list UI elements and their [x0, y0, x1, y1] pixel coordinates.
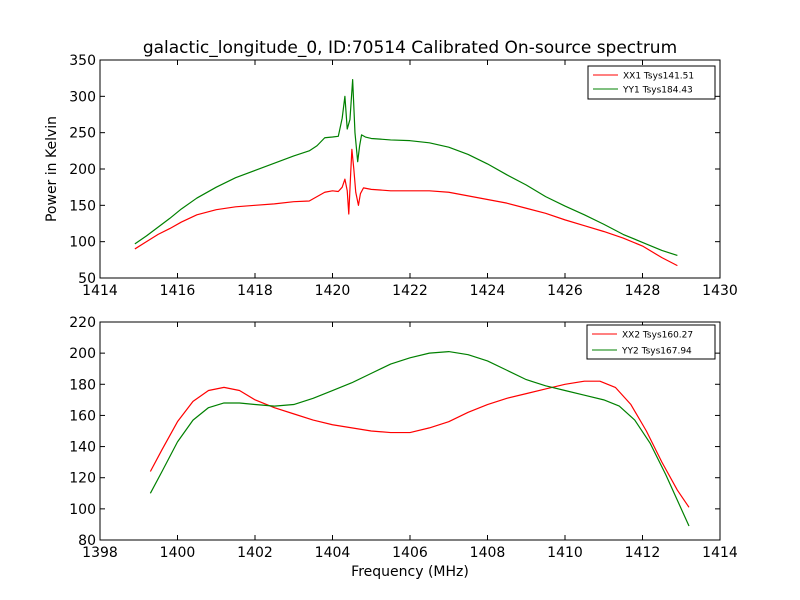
top-axes-frame	[99, 59, 721, 279]
x-tick-label: 1398	[82, 545, 118, 561]
y-tick-label: 50	[78, 271, 96, 287]
x-tick-label: 1422	[392, 283, 428, 299]
y-tick-label: 150	[69, 198, 96, 214]
x-tick-label: 1428	[625, 283, 661, 299]
x-axis-label: Frequency (MHz)	[351, 564, 469, 580]
bottom-axes-frame	[99, 321, 721, 541]
x-tick-label: 1400	[160, 545, 196, 561]
y-tick-label: 250	[69, 126, 96, 142]
legend-label-yy2: YY2 Tsys167.94	[621, 347, 692, 357]
x-tick-label: 1406	[392, 545, 428, 561]
y-tick-label: 80	[78, 533, 96, 549]
x-tick-label: 1412	[625, 545, 661, 561]
y-tick-label: 120	[69, 471, 96, 487]
y-tick-label: 100	[69, 235, 96, 251]
x-tick-label: 1402	[237, 545, 273, 561]
x-tick-label: 1420	[315, 283, 351, 299]
x-tick-label: 1426	[547, 283, 583, 299]
bottom-chart-panel: Frequency (MHz) 1398 1400 1402 1404 1406 1408…	[69, 315, 738, 580]
x-tick-label: 1410	[547, 545, 583, 561]
y-tick-label: 220	[69, 315, 96, 331]
x-tick-label: 1418	[237, 283, 273, 299]
bottom-legend: XX2 Tsys160.27 YY2 Tsys167.94	[586, 324, 716, 360]
bottom-series-line-yy2	[149, 350, 690, 527]
y-axis-label: Power in Kelvin	[44, 116, 60, 222]
y-tick-label: 300	[69, 89, 96, 105]
legend-label-yy1: YY1 Tsys184.43	[622, 86, 693, 96]
y-tick-label: 350	[69, 53, 96, 69]
top-series-layer	[134, 79, 678, 267]
y-tick-label: 180	[69, 377, 96, 393]
legend-box	[586, 324, 716, 360]
top-series-line-xx1	[134, 148, 678, 267]
x-tick-label: 1404	[315, 545, 351, 561]
bottom-series-layer	[149, 350, 690, 527]
legend-label-xx1: XX1 Tsys141.51	[623, 72, 694, 82]
y-tick-label: 200	[69, 346, 96, 362]
x-tick-label: 1414	[82, 283, 118, 299]
x-tick-label: 1424	[470, 283, 506, 299]
y-tick-label: 160	[69, 408, 96, 424]
top-series-line-yy1	[134, 79, 678, 257]
x-tick-label: 1430	[702, 283, 738, 299]
y-tick-label: 140	[69, 440, 96, 456]
top-legend: XX1 Tsys141.51 YY1 Tsys184.43	[587, 65, 716, 100]
x-tick-label: 1408	[470, 545, 506, 561]
y-tick-label: 200	[69, 162, 96, 178]
y-tick-label: 100	[69, 502, 96, 518]
top-chart-panel: galactic_longitude_0, ID:70514 Calibrate…	[44, 38, 738, 299]
legend-label-xx2: XX2 Tsys160.27	[622, 331, 693, 341]
legend-box	[587, 65, 716, 100]
x-tick-label: 1414	[702, 545, 738, 561]
x-tick-label: 1416	[160, 283, 196, 299]
top-tick-layer: 1414 1416 1418 1420 1422 1424 1426 1428 1430 50 10…	[69, 53, 738, 299]
chart-title: galactic_longitude_0, ID:70514 Calibrate…	[143, 38, 677, 58]
bottom-series-line-xx2	[149, 380, 690, 508]
